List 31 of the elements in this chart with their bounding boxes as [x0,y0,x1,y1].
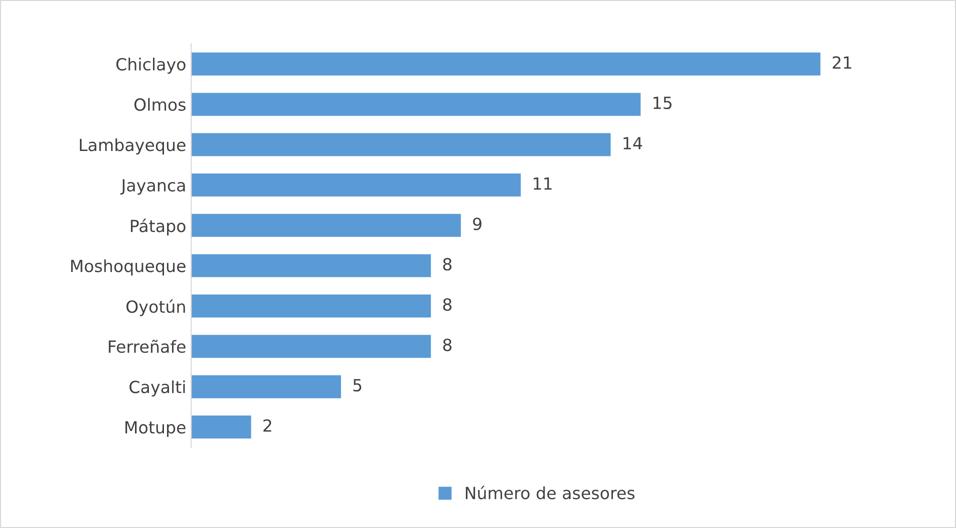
bar [191,133,611,156]
data-label: 8 [443,298,452,311]
bar [191,334,431,358]
bar [191,416,252,439]
data-label: 14 [624,137,642,150]
y-tick-label: Ferreñafe [108,340,186,353]
data-label: 21 [832,56,852,69]
bar [191,214,461,237]
y-tick-label: Oyotún [126,299,185,316]
data-label: 8 [443,258,452,271]
legend-label: Número de asesores [466,486,634,500]
data-label: 11 [534,177,552,190]
bar [191,174,521,197]
y-tick-label: Lambayeque [80,138,186,154]
data-label: 9 [473,218,482,230]
bar [191,375,342,398]
y-tick-label: Moshoqueque [71,259,186,276]
y-tick-label: Pátapo [130,218,186,236]
data-label: 2 [263,419,272,432]
data-label: 8 [443,338,452,352]
y-tick-label: Jayanca [120,179,185,195]
y-tick-label: Chiclayo [116,58,186,74]
bar [191,52,820,76]
data-label: 5 [353,379,362,392]
y-tick-label: Cayalti [130,380,185,397]
y-tick-label: Olmos [134,98,186,111]
bar [191,254,431,278]
y-tick-label: Motupe [125,421,186,437]
data-label: 15 [654,96,672,110]
bar [191,92,641,116]
bar [191,294,431,318]
